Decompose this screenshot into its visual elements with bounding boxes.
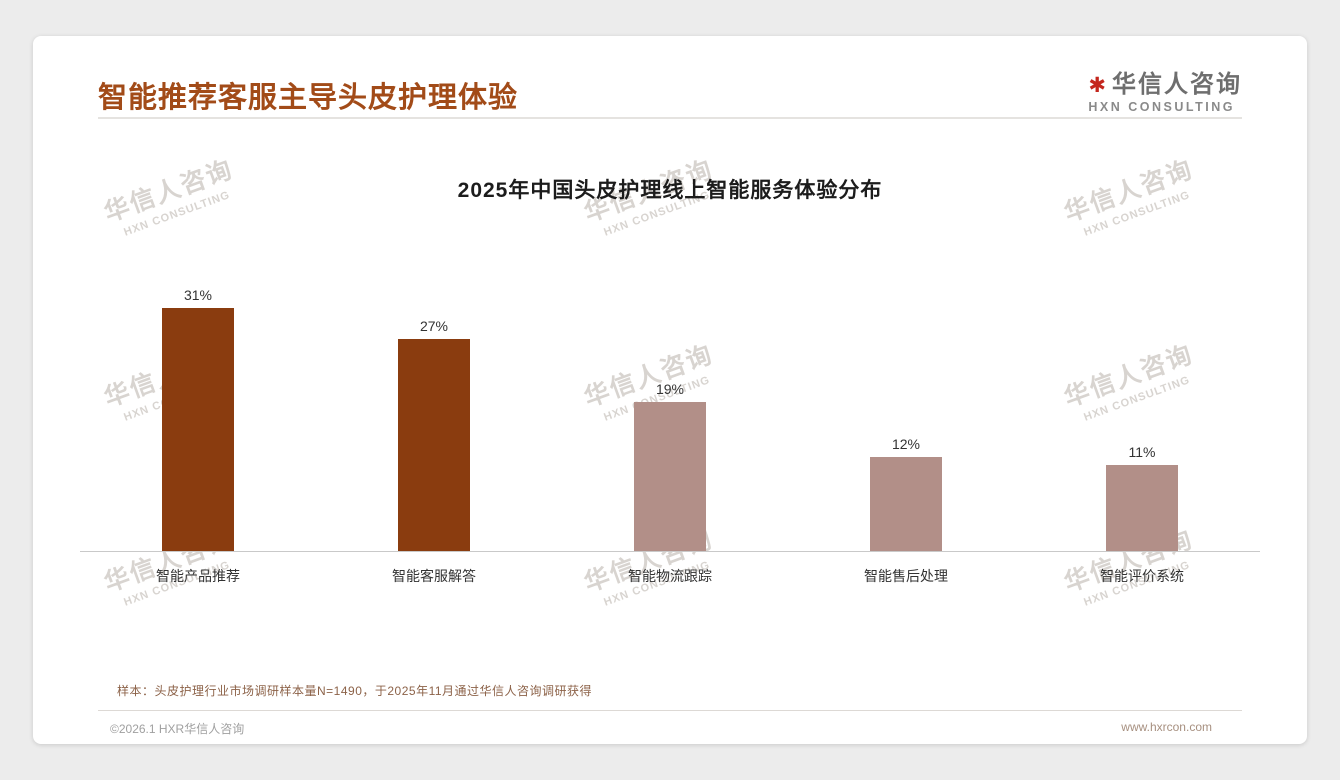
website-url: www.hxrcon.com — [1121, 720, 1212, 734]
bar — [162, 308, 234, 551]
bar-value-label: 31% — [183, 287, 213, 303]
bar-value-label: 27% — [419, 318, 449, 334]
bar — [870, 457, 942, 551]
footer: ©2026.1 HXR华信人咨询 www.hxrcon.com — [110, 720, 1212, 737]
category-label: 智能客服解答 — [392, 568, 476, 584]
category-label: 智能售后处理 — [864, 568, 948, 584]
bar — [634, 402, 706, 551]
bar-group: 12% — [788, 236, 1024, 551]
logo-name: 华信人咨询 — [1112, 71, 1242, 98]
logo-name-row: ✱ 华信人咨询 — [1088, 64, 1242, 99]
header-divider — [98, 117, 1242, 119]
bar — [1106, 465, 1178, 551]
category-label: 智能产品推荐 — [156, 568, 240, 584]
company-logo: ✱ 华信人咨询 HXN CONSULTING — [1088, 64, 1242, 114]
category-label: 智能评价系统 — [1100, 568, 1184, 584]
bar-group: 31% — [80, 236, 316, 551]
bar-value-label: 11% — [1128, 444, 1156, 460]
logo-asterisk-icon: ✱ — [1088, 74, 1108, 97]
category-row: 智能产品推荐 智能客服解答 智能物流跟踪 智能售后处理 智能评价系统 — [80, 566, 1260, 586]
category-label: 智能物流跟踪 — [628, 568, 712, 584]
sample-footnote: 样本：头皮护理行业市场调研样本量N=1490，于2025年11月通过华信人咨询调… — [117, 684, 593, 698]
logo-subtitle: HXN CONSULTING — [1088, 100, 1235, 114]
bar-group: 19% — [552, 236, 788, 551]
bar — [398, 339, 470, 551]
bar-value-label: 12% — [891, 436, 921, 452]
page-title: 智能推荐客服主导头皮护理体验 — [98, 82, 519, 114]
bar-value-label: 19% — [655, 381, 685, 397]
bar-group: 27% — [316, 236, 552, 551]
slide-card: 华信人咨询 HXN CONSULTING 华信人咨询 HXN CONSULTING 华信… — [33, 36, 1307, 744]
footer-divider — [98, 710, 1242, 711]
chart-title: 2025年中国头皮护理线上智能服务体验分布 — [457, 179, 883, 202]
copyright-text: ©2026.1 HXR华信人咨询 — [110, 722, 245, 736]
bar-group: 11% — [1024, 236, 1260, 551]
bar-plot: 31% 27% 19% 12% 11% — [80, 236, 1260, 552]
